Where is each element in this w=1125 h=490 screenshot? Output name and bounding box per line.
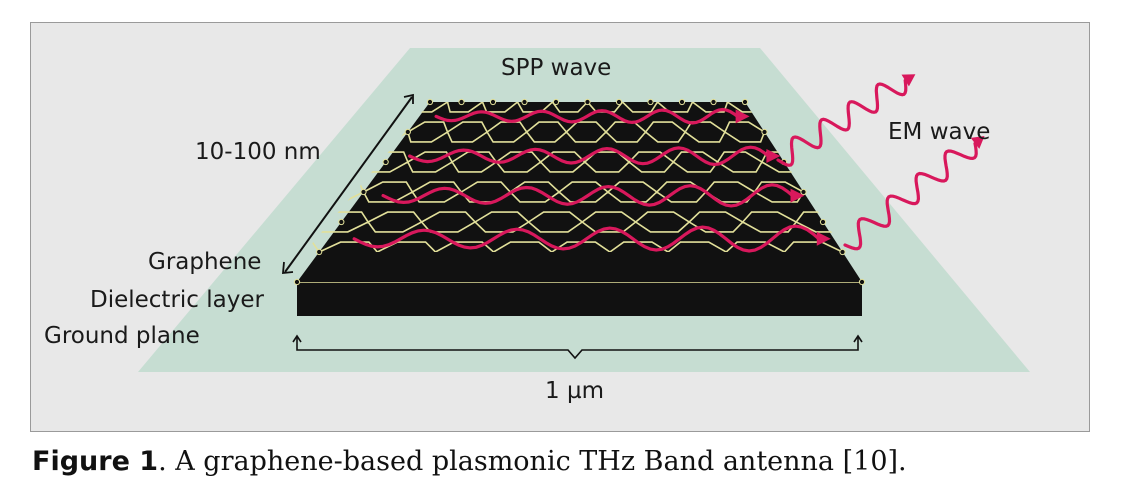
spp-arrowhead <box>766 149 781 163</box>
thickness-arrow <box>282 93 414 275</box>
lattice-node <box>382 158 389 166</box>
lattice-node <box>584 98 591 106</box>
dielectric-layer <box>297 282 862 316</box>
lattice-node <box>293 278 301 286</box>
graphene-label: Graphene <box>148 249 262 275</box>
em-wave-line <box>776 78 908 167</box>
spp-wave-line <box>408 145 770 167</box>
spp-wave-line <box>434 107 740 125</box>
graphene-sheet <box>297 102 862 282</box>
lattice-node <box>858 278 866 286</box>
spp-arrowhead <box>790 188 805 203</box>
em-wave-line <box>843 141 978 251</box>
lattice-node <box>521 98 528 106</box>
spp-wave-label: SPP wave <box>501 55 612 81</box>
lattice-node <box>647 98 654 106</box>
em-wave-label: EM wave <box>888 119 991 145</box>
lattice-node <box>819 218 827 226</box>
thickness-label: 10-100 nm <box>195 139 321 165</box>
em-arrowhead <box>901 74 916 87</box>
lattice-node <box>489 98 497 106</box>
lattice-node <box>678 98 686 106</box>
graphene-lattice <box>305 102 845 252</box>
lattice-node <box>552 98 560 106</box>
lattice-nodes <box>293 98 866 286</box>
dielectric-label: Dielectric layer <box>90 287 264 313</box>
caption-text: . A graphene-based plasmonic THz Band an… <box>158 446 907 477</box>
lattice-node <box>741 98 749 106</box>
spp-arrowhead <box>735 109 750 124</box>
lattice-node <box>458 98 465 106</box>
lattice-node <box>360 188 367 196</box>
lattice-hexagons <box>305 102 845 252</box>
lattice-node <box>338 218 345 226</box>
lattice-node <box>800 188 807 196</box>
spp-wave-line <box>381 183 795 208</box>
caption-label: Figure 1 <box>32 446 159 477</box>
em-arrowhead <box>970 136 985 149</box>
ground-plane-label: Ground plane <box>44 323 200 349</box>
width-dimension <box>292 334 863 360</box>
lattice-node <box>761 128 768 136</box>
figure-caption: Figure 1. A graphene-based plasmonic THz… <box>32 448 907 475</box>
lattice-node <box>615 98 623 106</box>
lattice-node <box>404 128 411 136</box>
lattice-node <box>426 98 434 106</box>
spp-arrowhead <box>816 231 831 246</box>
spp-waves <box>352 107 831 253</box>
lattice-node <box>710 98 717 106</box>
lattice-node <box>839 248 846 256</box>
spp-wave-line <box>352 224 821 253</box>
width-label: 1 µm <box>545 378 604 404</box>
em-waves <box>776 74 985 251</box>
lattice-node <box>316 248 323 256</box>
